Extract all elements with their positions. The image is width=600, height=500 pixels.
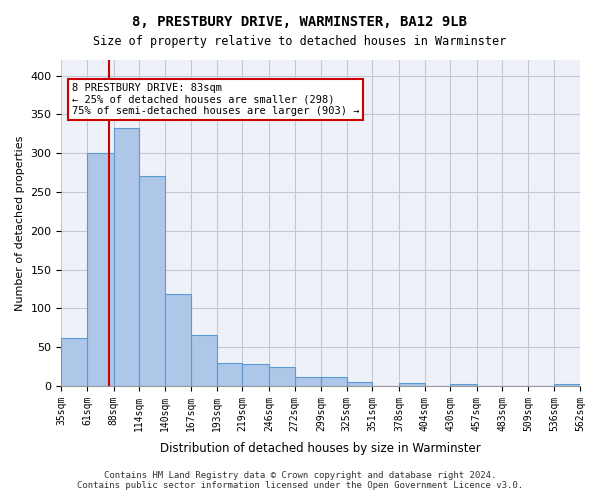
Text: 8 PRESTBURY DRIVE: 83sqm
← 25% of detached houses are smaller (298)
75% of semi-: 8 PRESTBURY DRIVE: 83sqm ← 25% of detach… [72, 83, 359, 116]
Bar [450, 384, 476, 386]
Bar [242, 364, 269, 386]
Text: 8, PRESTBURY DRIVE, WARMINSTER, BA12 9LB: 8, PRESTBURY DRIVE, WARMINSTER, BA12 9LB [133, 15, 467, 29]
Bar [554, 384, 580, 386]
Bar [113, 128, 139, 386]
Bar [191, 336, 217, 386]
X-axis label: Distribution of detached houses by size in Warminster: Distribution of detached houses by size … [160, 442, 481, 455]
Bar [269, 366, 295, 386]
Bar [139, 176, 165, 386]
Bar [217, 364, 242, 386]
Bar [87, 153, 113, 386]
Bar [61, 338, 87, 386]
Text: Contains HM Land Registry data © Crown copyright and database right 2024.
Contai: Contains HM Land Registry data © Crown c… [77, 470, 523, 490]
Text: Size of property relative to detached houses in Warminster: Size of property relative to detached ho… [94, 35, 506, 48]
Bar [321, 378, 347, 386]
Bar [347, 382, 373, 386]
Bar [165, 294, 191, 386]
Bar [295, 378, 321, 386]
Y-axis label: Number of detached properties: Number of detached properties [15, 136, 25, 310]
Bar [399, 383, 425, 386]
